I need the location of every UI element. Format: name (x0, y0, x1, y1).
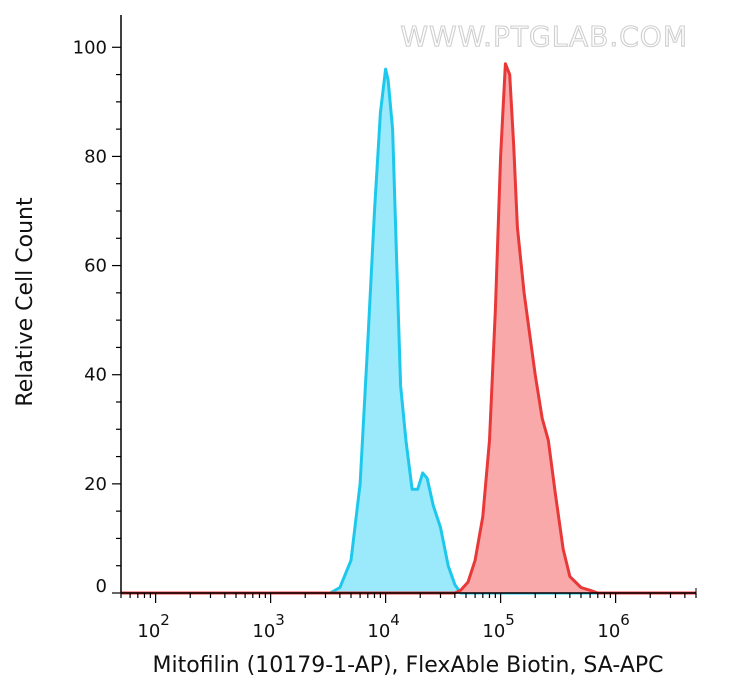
series-1-line (121, 67, 696, 595)
y-tick-label: 0 (96, 576, 107, 597)
x-tick-label: 102 (137, 611, 169, 642)
x-tick-label: 104 (367, 611, 399, 642)
x-axis-ticks: 102 103 104 105 106 (120, 593, 697, 642)
series-1-fill (121, 69, 696, 594)
y-tick-label: 100 (73, 37, 107, 58)
x-tick-label: 103 (252, 611, 284, 642)
x-tick-label: 106 (597, 611, 629, 642)
y-axis-title: Relative Cell Count (13, 197, 38, 407)
series-2-line (121, 62, 696, 595)
x-axis-title: Mitofilin (10179-1-AP), FlexAble Biotin,… (152, 653, 663, 678)
y-axis-ticks: 0 20 40 60 80 100 (73, 37, 121, 597)
y-tick-label: 20 (84, 474, 107, 495)
x-tick-label: 105 (482, 611, 514, 642)
y-tick-label: 60 (84, 256, 107, 277)
watermark-text: WWW.PTGLAB.COM (400, 20, 688, 53)
y-tick-label: 40 (84, 365, 107, 386)
y-tick-label: 80 (84, 146, 107, 167)
histogram-areas (121, 62, 696, 595)
